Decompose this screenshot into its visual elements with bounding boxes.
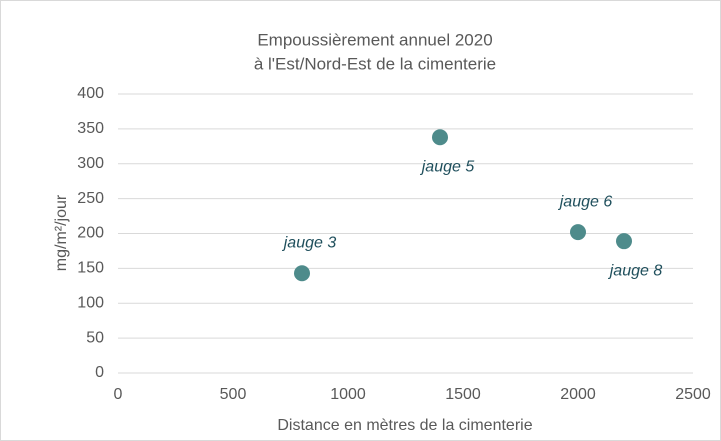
y-tick-label: 50 xyxy=(86,329,104,346)
y-tick-label: 150 xyxy=(77,260,104,277)
x-tick-label: 1500 xyxy=(445,386,481,403)
y-tick-label: 350 xyxy=(77,120,104,137)
point-label: jauge 8 xyxy=(608,262,663,279)
x-axis-label: Distance en mètres de la cimenterie xyxy=(277,417,532,434)
x-tick-label: 500 xyxy=(220,386,247,403)
x-tick-label: 0 xyxy=(114,386,123,403)
y-tick-label: 400 xyxy=(77,85,104,102)
point xyxy=(570,224,586,241)
y-tick-label: 250 xyxy=(77,190,104,207)
point-label: jauge 3 xyxy=(282,234,337,251)
point-label: jauge 5 xyxy=(420,158,475,175)
chart-title: à l'Est/Nord-Est de la cimenterie xyxy=(254,54,496,73)
y-tick-label: 200 xyxy=(77,225,104,242)
x-tick-label: 1000 xyxy=(330,386,366,403)
point xyxy=(616,233,632,250)
chart-title: Empoussièrement annuel 2020 xyxy=(257,30,492,49)
x-tick-label: 2000 xyxy=(560,386,596,403)
y-tick-label: 100 xyxy=(77,294,104,311)
y-tick-label: 0 xyxy=(95,364,104,381)
point xyxy=(294,265,310,282)
point-label: jauge 6 xyxy=(558,193,613,210)
y-axis-label: mg/m²/jour xyxy=(53,194,70,271)
point xyxy=(432,129,448,146)
x-tick-label: 2500 xyxy=(675,386,711,403)
y-tick-label: 300 xyxy=(77,155,104,172)
